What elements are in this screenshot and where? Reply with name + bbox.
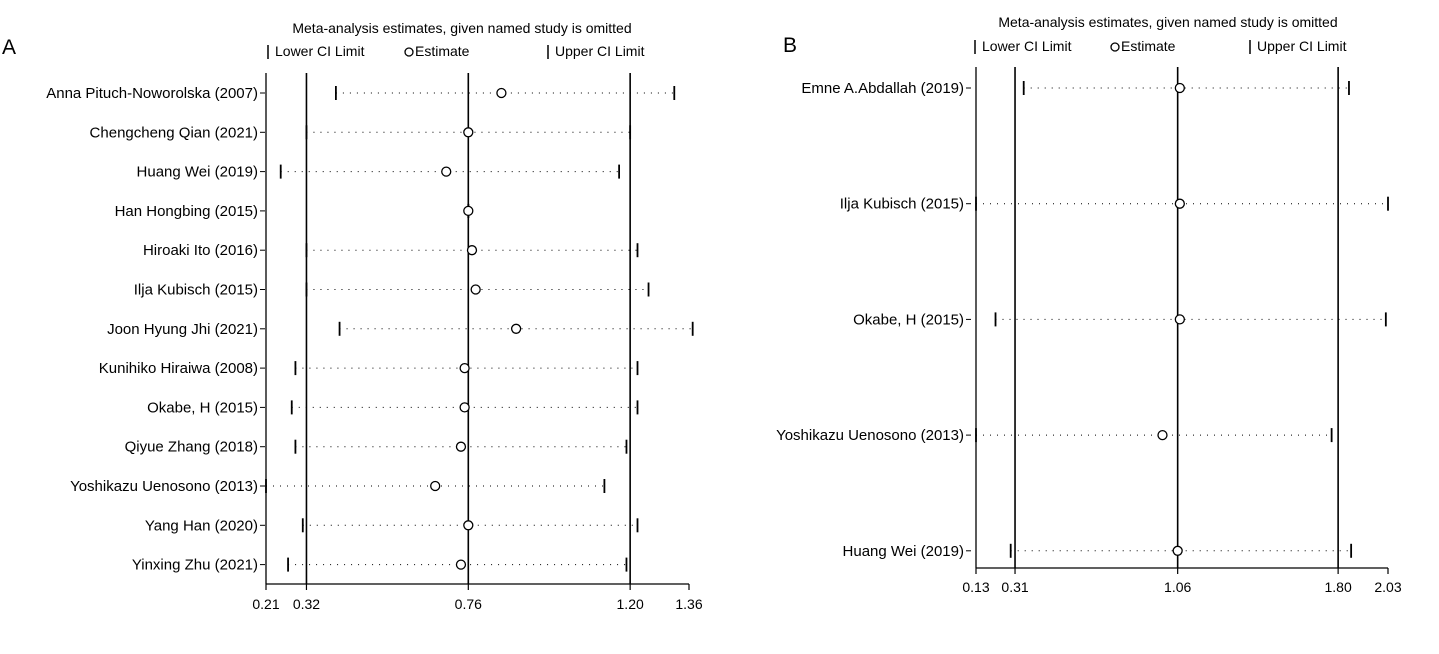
panel-a-estimate-5 (470, 284, 481, 295)
panel-a-x-tick-label-0: 0.21 (252, 596, 279, 612)
panel-a-x-tick-label-1: 0.32 (293, 596, 320, 612)
panel-a-estimate-9 (455, 441, 467, 452)
panel-a-estimate-1 (463, 127, 474, 138)
panel-a-study-label-6: Joon Hyung Jhi (2021) (107, 321, 258, 338)
panel-a-estimate-2 (441, 166, 452, 177)
panel-b-letter: B (783, 34, 797, 57)
panel-a-estimate-7 (459, 362, 470, 374)
panel-a-x-tick-label-3: 1.20 (617, 596, 644, 612)
panel-b-legend-lower-label: Lower CI Limit (982, 38, 1072, 54)
panel-b-legend-estimate-label: Estimate (1121, 38, 1176, 54)
panel-b-estimate-2 (1174, 314, 1185, 325)
panel-b-x-tick-label-2: 1.06 (1164, 579, 1191, 595)
panel-b-study-label-0: Emne A.Abdallah (2019) (801, 80, 964, 97)
panel-a-legend-estimate-marker (404, 47, 414, 57)
panel-b-estimate-4 (1172, 545, 1183, 556)
panel-a-estimate-12 (455, 559, 467, 570)
panel-b-title: Meta-analysis estimates, given named stu… (998, 14, 1337, 30)
panel-a-study-label-12: Yinxing Zhu (2021) (132, 557, 258, 574)
panel-a-estimate-10 (430, 480, 441, 492)
panel-a-legend-upper-label: Upper CI Limit (555, 43, 645, 59)
panel-a-study-label-1: Chengcheng Qian (2021) (90, 124, 258, 141)
panel-a-estimate-8 (459, 402, 470, 413)
panel-a-study-label-9: Qiyue Zhang (2018) (125, 439, 258, 456)
panel-a-study-label-2: Huang Wei (2019) (137, 164, 258, 181)
panel-a-legend-lower-label: Lower CI Limit (275, 43, 365, 59)
panel-a-estimate-0 (496, 87, 507, 99)
panel-b-x-tick-label-1: 0.31 (1001, 579, 1028, 595)
panel-b-study-label-3: Yoshikazu Uenosono (2013) (776, 427, 964, 444)
panel-a-estimate-6 (510, 323, 522, 334)
panel-b-estimate-3 (1157, 429, 1168, 441)
panel-b-legend-upper-label: Upper CI Limit (1257, 38, 1347, 54)
panel-a-study-label-8: Okabe, H (2015) (147, 399, 258, 416)
panel-a-study-label-5: Ilja Kubisch (2015) (134, 282, 258, 299)
panel-a-study-label-0: Anna Pituch-Noworolska (2007) (46, 85, 258, 102)
panel-b-x-tick-label-0: 0.13 (962, 579, 989, 595)
panel-b-estimate-1 (1174, 198, 1185, 209)
panel-a-study-label-10: Yoshikazu Uenosono (2013) (70, 478, 258, 495)
panel-a-legend-estimate-label: Estimate (415, 43, 470, 59)
panel-b-estimate-0 (1174, 82, 1185, 94)
panel-b-legend-estimate-marker (1110, 42, 1120, 52)
panel-a-estimate-3 (463, 205, 474, 217)
panel-b-study-label-4: Huang Wei (2019) (843, 543, 964, 560)
panel-b-x-tick-label-3: 1.80 (1325, 579, 1352, 595)
panel-a-study-label-3: Han Hongbing (2015) (115, 203, 258, 220)
panel-a-letter: A (2, 36, 16, 59)
panel-b-study-label-2: Okabe, H (2015) (853, 311, 964, 328)
panel-a-estimate-4 (466, 245, 478, 256)
panel-a-study-label-4: Hiroaki Ito (2016) (143, 242, 258, 259)
panel-a-x-tick-label-4: 1.36 (675, 596, 702, 612)
panel-a-title: Meta-analysis estimates, given named stu… (292, 20, 631, 36)
panel-a-x-tick-label-2: 0.76 (455, 596, 482, 612)
panel-b-x-tick-label-4: 2.03 (1374, 579, 1401, 595)
panel-b-study-label-1: Ilja Kubisch (2015) (840, 196, 964, 213)
panel-a-estimate-11 (463, 520, 474, 531)
panel-a-study-label-7: Kunihiko Hiraiwa (2008) (99, 360, 258, 377)
panel-a-study-label-11: Yang Han (2020) (145, 517, 258, 534)
